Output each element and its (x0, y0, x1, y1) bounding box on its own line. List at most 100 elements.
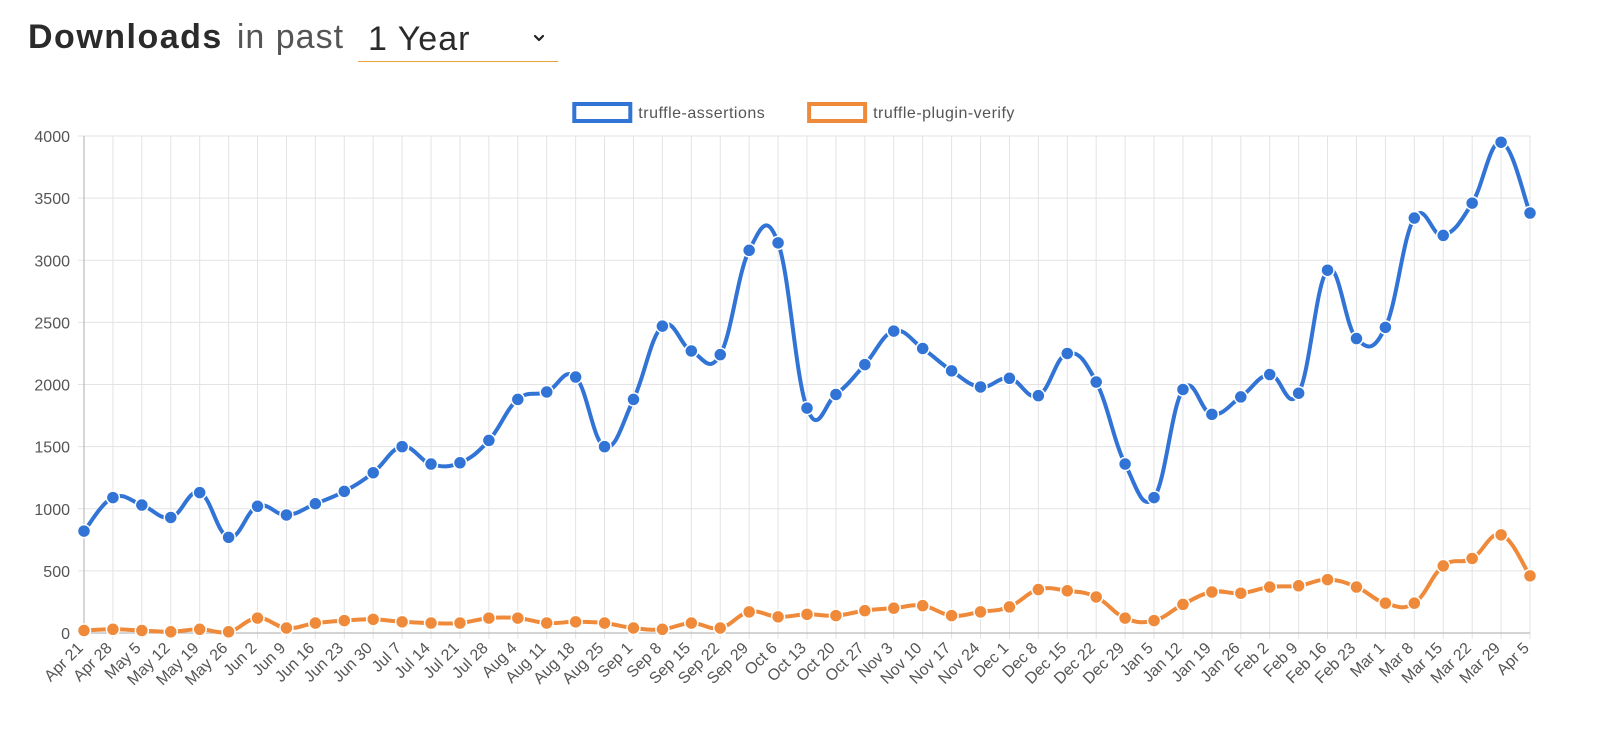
data-point-truffle-assertions[interactable] (857, 357, 873, 372)
data-point-truffle-assertions[interactable] (973, 379, 988, 395)
data-point-truffle-assertions[interactable] (741, 243, 757, 258)
data-point-truffle-assertions[interactable] (1349, 331, 1364, 346)
data-point-truffle-plugin-verify[interactable] (626, 620, 641, 636)
data-point-truffle-assertions[interactable] (192, 485, 207, 500)
data-point-truffle-plugin-verify[interactable] (423, 615, 439, 631)
data-point-truffle-assertions[interactable] (250, 499, 265, 514)
data-point-truffle-plugin-verify[interactable] (1060, 583, 1075, 599)
data-point-truffle-plugin-verify[interactable] (510, 610, 526, 626)
data-point-truffle-plugin-verify[interactable] (655, 622, 670, 637)
data-point-truffle-plugin-verify[interactable] (221, 624, 236, 640)
data-point-truffle-assertions[interactable] (1002, 371, 1017, 386)
data-point-truffle-plugin-verify[interactable] (1349, 579, 1364, 595)
data-point-truffle-assertions[interactable] (279, 507, 294, 523)
data-point-truffle-plugin-verify[interactable] (1117, 610, 1133, 626)
data-point-truffle-plugin-verify[interactable] (250, 610, 265, 626)
legend-item-truffle-assertions[interactable]: truffle-assertions (572, 102, 765, 123)
data-point-truffle-plugin-verify[interactable] (452, 615, 468, 631)
data-point-truffle-assertions[interactable] (1291, 385, 1306, 401)
data-point-truffle-assertions[interactable] (423, 456, 439, 472)
data-point-truffle-plugin-verify[interactable] (308, 615, 323, 631)
data-point-truffle-assertions[interactable] (568, 369, 583, 385)
data-point-truffle-assertions[interactable] (394, 439, 410, 454)
data-point-truffle-plugin-verify[interactable] (279, 620, 294, 636)
data-point-truffle-plugin-verify[interactable] (857, 603, 873, 618)
data-point-truffle-plugin-verify[interactable] (944, 608, 959, 623)
data-point-truffle-assertions[interactable] (1464, 195, 1480, 211)
data-point-truffle-assertions[interactable] (915, 341, 930, 356)
data-point-truffle-assertions[interactable] (308, 496, 323, 512)
data-point-truffle-plugin-verify[interactable] (712, 620, 728, 636)
data-point-truffle-assertions[interactable] (1435, 228, 1451, 243)
data-point-truffle-plugin-verify[interactable] (568, 614, 583, 630)
data-point-truffle-assertions[interactable] (365, 465, 381, 480)
data-point-truffle-plugin-verify[interactable] (886, 600, 902, 616)
data-point-truffle-assertions[interactable] (597, 439, 612, 454)
data-point-truffle-plugin-verify[interactable] (973, 604, 988, 620)
data-point-truffle-plugin-verify[interactable] (1088, 589, 1104, 605)
data-point-truffle-plugin-verify[interactable] (163, 624, 179, 640)
data-point-truffle-assertions[interactable] (1204, 407, 1220, 422)
data-point-truffle-plugin-verify[interactable] (799, 607, 815, 622)
data-point-truffle-plugin-verify[interactable] (1378, 595, 1393, 611)
data-point-truffle-assertions[interactable] (134, 497, 150, 513)
data-point-truffle-assertions[interactable] (684, 343, 699, 359)
data-point-truffle-assertions[interactable] (1407, 210, 1422, 226)
data-point-truffle-plugin-verify[interactable] (192, 622, 207, 637)
data-point-truffle-plugin-verify[interactable] (365, 612, 381, 627)
data-point-truffle-plugin-verify[interactable] (1407, 595, 1422, 611)
legend-item-truffle-plugin-verify[interactable]: truffle-plugin-verify (807, 102, 1015, 123)
data-point-truffle-assertions[interactable] (712, 347, 728, 362)
data-point-truffle-assertions[interactable] (1233, 389, 1249, 405)
data-point-truffle-plugin-verify[interactable] (684, 615, 699, 631)
data-point-truffle-assertions[interactable] (1117, 456, 1133, 472)
data-point-truffle-plugin-verify[interactable] (915, 598, 930, 613)
data-point-truffle-plugin-verify[interactable] (1522, 568, 1538, 584)
data-point-truffle-assertions[interactable] (1262, 367, 1277, 382)
data-point-truffle-plugin-verify[interactable] (1204, 584, 1220, 600)
data-point-truffle-assertions[interactable] (655, 318, 670, 334)
data-point-truffle-assertions[interactable] (1378, 320, 1393, 335)
data-point-truffle-assertions[interactable] (221, 530, 236, 545)
data-point-truffle-plugin-verify[interactable] (481, 610, 497, 626)
data-point-truffle-plugin-verify[interactable] (1031, 582, 1046, 597)
data-point-truffle-plugin-verify[interactable] (741, 604, 757, 620)
data-point-truffle-assertions[interactable] (163, 510, 179, 525)
data-point-truffle-plugin-verify[interactable] (1002, 599, 1017, 615)
data-point-truffle-plugin-verify[interactable] (1493, 527, 1509, 543)
data-point-truffle-assertions[interactable] (481, 433, 497, 448)
data-point-truffle-assertions[interactable] (1320, 262, 1335, 278)
data-point-truffle-plugin-verify[interactable] (539, 615, 554, 631)
data-point-truffle-assertions[interactable] (886, 323, 902, 339)
data-point-truffle-plugin-verify[interactable] (1175, 597, 1191, 612)
data-point-truffle-assertions[interactable] (799, 400, 815, 416)
data-point-truffle-plugin-verify[interactable] (828, 608, 844, 623)
data-point-truffle-plugin-verify[interactable] (394, 614, 410, 630)
data-point-truffle-assertions[interactable] (1088, 374, 1104, 390)
data-point-truffle-assertions[interactable] (452, 455, 468, 471)
data-point-truffle-plugin-verify[interactable] (76, 623, 92, 638)
data-point-truffle-assertions[interactable] (1146, 490, 1162, 505)
data-point-truffle-assertions[interactable] (828, 387, 844, 402)
data-point-truffle-assertions[interactable] (1522, 205, 1538, 221)
data-point-truffle-assertions[interactable] (770, 235, 786, 251)
data-point-truffle-plugin-verify[interactable] (1435, 558, 1451, 574)
data-point-truffle-plugin-verify[interactable] (134, 623, 150, 638)
data-point-truffle-assertions[interactable] (1175, 382, 1191, 397)
data-point-truffle-assertions[interactable] (539, 384, 554, 400)
data-point-truffle-plugin-verify[interactable] (770, 609, 786, 625)
data-point-truffle-plugin-verify[interactable] (337, 613, 352, 628)
data-point-truffle-plugin-verify[interactable] (1291, 578, 1306, 594)
data-point-truffle-plugin-verify[interactable] (105, 622, 121, 637)
data-point-truffle-plugin-verify[interactable] (1146, 613, 1162, 628)
data-point-truffle-plugin-verify[interactable] (1233, 585, 1249, 601)
data-point-truffle-plugin-verify[interactable] (1262, 579, 1277, 595)
data-point-truffle-assertions[interactable] (105, 490, 121, 505)
data-point-truffle-plugin-verify[interactable] (1320, 572, 1335, 587)
period-select[interactable]: 1 Year (358, 18, 558, 62)
data-point-truffle-assertions[interactable] (510, 392, 526, 407)
data-point-truffle-assertions[interactable] (337, 484, 352, 499)
data-point-truffle-assertions[interactable] (626, 392, 641, 407)
data-point-truffle-plugin-verify[interactable] (597, 615, 612, 631)
data-point-truffle-assertions[interactable] (1493, 134, 1509, 150)
